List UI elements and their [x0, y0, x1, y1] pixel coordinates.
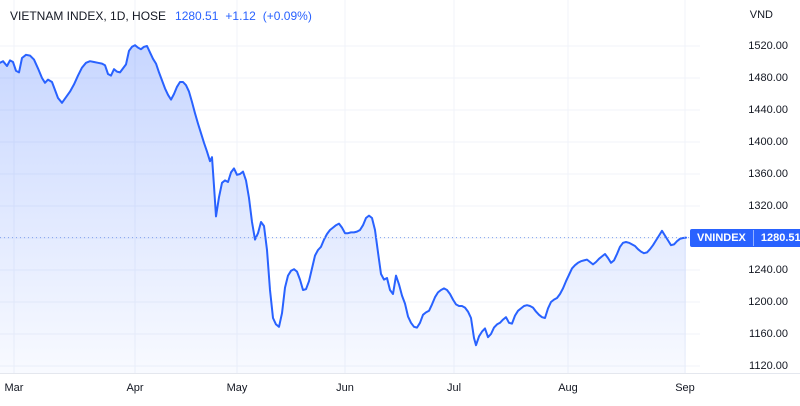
- time-axis[interactable]: Mar Apr May Jun Jul Aug Sep: [0, 373, 800, 406]
- price-tick-label: 1200.00: [748, 296, 788, 308]
- price-tick-label: 1400.00: [748, 136, 788, 148]
- time-tick-label: Apr: [126, 382, 144, 394]
- price-tick-label: 1480.00: [748, 72, 788, 84]
- price-tick-label: 1120.00: [749, 360, 788, 372]
- badge-symbol: VNINDEX: [697, 232, 746, 244]
- price-tick-label: 1360.00: [748, 168, 788, 180]
- price-tick-label: 1320.00: [748, 200, 788, 212]
- area-fill: [0, 45, 686, 373]
- price-axis[interactable]: VND 1520.00 1480.00 1440.00 1400.00 1360.00 1…: [700, 0, 800, 373]
- last-price-value: 1280.51: [175, 9, 219, 23]
- chart-pane[interactable]: [0, 0, 700, 373]
- price-tick-label: 1160.00: [749, 328, 788, 340]
- time-tick-label: Jun: [336, 382, 354, 394]
- symbol-title[interactable]: VIETNAM INDEX, 1D, HOSE: [10, 9, 167, 23]
- price-chart-canvas[interactable]: [0, 0, 700, 373]
- time-tick-label: May: [226, 382, 248, 394]
- last-price-badge: VNINDEX 1280.51: [690, 229, 800, 247]
- price-change-value: +1.12: [225, 9, 256, 23]
- legend-values: 1280.51 +1.12 (+0.09%): [175, 9, 312, 23]
- price-tick-label: 1240.00: [748, 264, 788, 276]
- time-tick-label: Mar: [4, 382, 24, 394]
- currency-label: VND: [749, 9, 773, 21]
- series-line: [0, 44, 687, 347]
- badge-price: 1280.51: [760, 232, 800, 244]
- time-tick-label: Jul: [446, 382, 462, 394]
- price-tick-label: 1520.00: [748, 40, 788, 52]
- time-tick-label: Sep: [675, 382, 695, 394]
- time-tick-label: Aug: [558, 382, 578, 394]
- price-tick-label: 1440.00: [748, 104, 788, 116]
- legend[interactable]: VIETNAM INDEX, 1D, HOSE 1280.51 +1.12 (+…: [10, 7, 312, 25]
- price-change-percent: (+0.09%): [262, 9, 312, 23]
- badge-divider: [752, 230, 754, 246]
